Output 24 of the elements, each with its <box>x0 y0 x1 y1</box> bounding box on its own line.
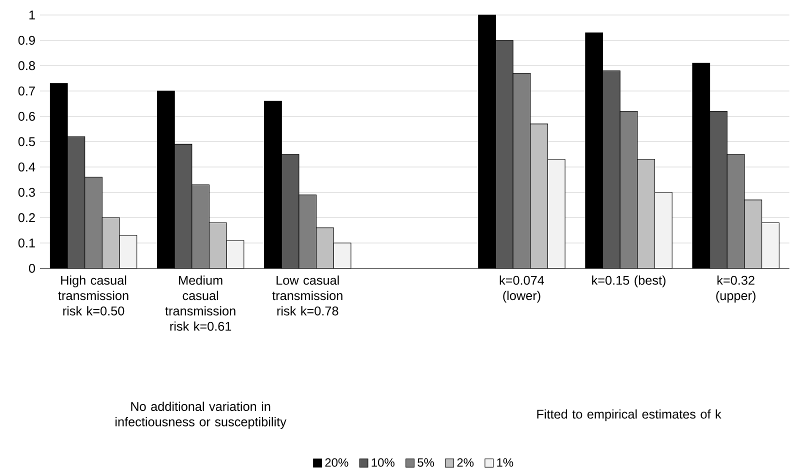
y-tick-label: 0.9 <box>18 36 35 45</box>
y-tick-label: 0.3 <box>18 188 35 197</box>
legend-label: 2% <box>457 458 474 467</box>
x-tick-label: Medium casual transmission risk k=0.61 <box>165 275 236 331</box>
x-tick-label: k=0.15 (best) <box>592 275 666 288</box>
y-tick-label: 0.8 <box>18 61 35 70</box>
y-tick-label: 0.1 <box>18 238 35 248</box>
legend-label: 10% <box>372 458 394 467</box>
x-tick-label: High casual transmission risk k=0.50 <box>58 275 128 316</box>
legend-label: 1% <box>497 458 514 467</box>
x-tick-label: k=0.32 (upper) <box>716 275 756 303</box>
legend-label: 20% <box>325 458 348 467</box>
y-tick-label: 0.5 <box>18 137 35 146</box>
y-tick-label: 0 <box>28 264 36 273</box>
y-tick-label: 0.6 <box>18 112 35 121</box>
text: No additional variation in infectiousness or susceptibility <box>116 402 286 429</box>
legend-label: 5% <box>418 458 434 467</box>
y-tick-label: 1 <box>29 10 35 20</box>
y-tick-label: 0.2 <box>18 213 35 222</box>
text: Fitted to empirical estimates of k <box>537 409 722 422</box>
x-tick-label: Low casual transmission risk k=0.78 <box>272 275 342 316</box>
y-tick-label: 0.4 <box>18 162 36 172</box>
y-tick-label: 0.7 <box>18 86 35 96</box>
x-tick-label: k=0.074 (lower) <box>500 275 544 303</box>
